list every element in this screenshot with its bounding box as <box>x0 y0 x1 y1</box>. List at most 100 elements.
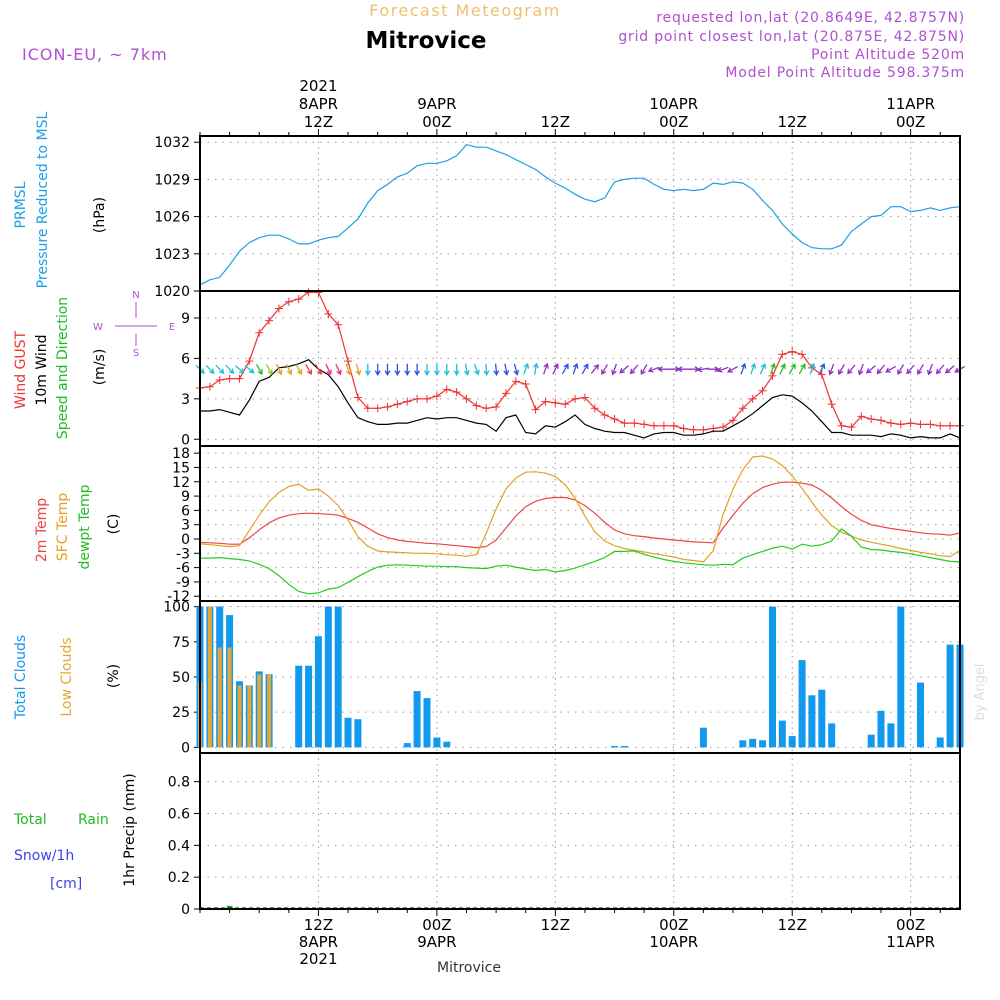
precip-panel-labels: Total Rain Snow/1h [cm] 1hr Precip (mm) <box>13 773 138 892</box>
gust-point <box>798 350 807 359</box>
sfc-temp-line <box>199 455 961 563</box>
low-clouds-bar <box>267 674 272 748</box>
gust-point <box>225 374 234 383</box>
wind-direction-arrow <box>205 364 215 375</box>
total-clouds-bar <box>788 736 796 748</box>
wind-direction-arrow <box>619 365 630 374</box>
gust-point <box>205 382 214 391</box>
wind-direction-arrow <box>716 366 729 373</box>
model-label: ICON-EU, ~ 7km <box>22 45 168 64</box>
temp-unit-label: (C) <box>106 514 122 535</box>
wind-direction-arrow <box>572 362 579 375</box>
low-clouds-bar <box>237 685 242 748</box>
precip-ytick-label: 0.6 <box>168 806 190 822</box>
top-axis-label: 00Z <box>422 113 451 131</box>
gust-point <box>669 421 678 430</box>
total-clouds-bar <box>354 719 362 748</box>
gust-point <box>610 415 619 424</box>
wind-direction-arrow <box>759 363 767 375</box>
low-clouds-bar <box>217 647 222 748</box>
wind-direction-arrow <box>798 363 806 375</box>
total-clouds-bar <box>413 691 421 748</box>
wind-direction-arrow <box>740 362 747 375</box>
gust-point <box>886 419 895 428</box>
gust-point <box>906 419 915 428</box>
total-label: Total <box>13 812 47 828</box>
wind-direction-arrow <box>818 363 826 375</box>
wind-direction-arrow <box>552 363 559 375</box>
prmsl-label: PRMSL <box>13 181 29 228</box>
wind-direction-arrow <box>483 363 490 376</box>
wind-direction-arrow <box>865 365 876 374</box>
wind-direction-arrow <box>384 363 391 376</box>
gust-point <box>492 402 501 411</box>
pressure-ytick-label: 1032 <box>154 135 190 151</box>
low-clouds-label: Low Clouds <box>59 637 75 716</box>
wind-direction-arrow <box>828 363 835 376</box>
wind-direction-arrow <box>225 364 235 375</box>
wind-direction-arrow <box>601 364 608 375</box>
gust-point <box>788 347 797 356</box>
wind-direction-arrow <box>335 363 342 376</box>
gust-point <box>284 297 293 306</box>
temperature-ytick-label: -3 <box>176 546 190 562</box>
wind-direction-arrow <box>285 363 293 376</box>
gust-point <box>659 421 668 430</box>
clouds-ytick-label: 50 <box>172 670 190 686</box>
snow-unit-label: [cm] <box>50 876 82 892</box>
gust-point <box>304 288 313 297</box>
wind-ytick-label: 6 <box>181 351 190 367</box>
requested-coords: requested lon,lat (20.8649E, 42.8757N) <box>656 10 965 26</box>
total-clouds-bar <box>867 734 875 748</box>
precip-panel: 0 0.2 0.4 0.6 0.8 <box>168 752 961 918</box>
total-clouds-bar <box>798 660 806 748</box>
pressure-msl-label: Pressure Reduced to MSL <box>35 111 51 288</box>
wind-panel-labels: Wind GUST 10m Wind Speed and Direction (… <box>13 297 108 439</box>
wind-direction-arrow <box>581 363 589 375</box>
gust-point <box>442 385 451 394</box>
wind-direction-arrow <box>935 364 945 375</box>
wind-direction-arrow <box>523 362 530 375</box>
wind-direction-arrow <box>295 364 303 375</box>
total-clouds-bar <box>946 644 954 748</box>
temperature-ytick-label: -12 <box>167 589 190 605</box>
wind-direction-arrow <box>917 364 924 375</box>
wind-direction-arrow <box>255 364 263 375</box>
footer-location: Mitrovice <box>437 960 501 976</box>
gust-point <box>432 392 441 401</box>
compass-north: N <box>132 290 139 301</box>
top-axis-label: 12Z <box>778 113 807 131</box>
gust-point <box>551 398 560 407</box>
wind-direction-arrow <box>215 364 225 375</box>
precip-ytick-label: 0.2 <box>168 870 190 886</box>
compass-south: S <box>133 348 139 359</box>
gust-point <box>314 288 323 297</box>
wind-direction-arrow <box>640 364 648 375</box>
temperature-ytick-label: -9 <box>176 575 190 591</box>
bottom-axis-label: 12Z <box>304 916 333 934</box>
gust-point <box>215 375 224 384</box>
gust-point <box>531 405 540 414</box>
wind-direction-arrow <box>433 363 440 376</box>
wind-ytick-label: 3 <box>181 392 190 408</box>
temp-sfc-label: SFC Temp <box>55 493 71 562</box>
wind-direction-arrow <box>473 363 480 376</box>
gust-point <box>403 397 412 406</box>
gust-point <box>758 386 767 395</box>
gust-point <box>462 394 471 403</box>
wind-direction-arrow <box>885 365 897 373</box>
clouds-unit-label: (%) <box>106 664 122 688</box>
gust-point <box>393 400 402 409</box>
wind-direction-arrow <box>315 364 322 375</box>
total-clouds-bar <box>818 689 826 748</box>
total-clouds-bar <box>877 710 885 748</box>
snow-label: Snow/1h <box>14 848 74 864</box>
clouds-ytick-label: 100 <box>163 600 190 616</box>
total-clouds-bar <box>778 720 786 748</box>
gust-point <box>482 404 491 413</box>
gust-point <box>521 380 530 388</box>
total-clouds-bar <box>423 698 431 748</box>
total-clouds-bar <box>699 727 707 748</box>
bottom-axis-label: 12Z <box>541 916 570 934</box>
